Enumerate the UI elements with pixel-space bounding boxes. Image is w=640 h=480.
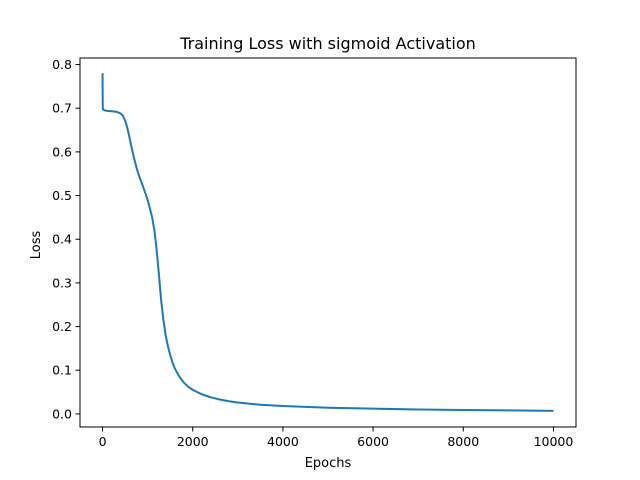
y-tick-label-8: 0.8 xyxy=(52,57,72,72)
x-tick-label-2: 4000 xyxy=(267,434,299,449)
x-tick-label-3: 6000 xyxy=(357,434,389,449)
x-tick-label-5: 10000 xyxy=(534,434,574,449)
y-tick-label-1: 0.1 xyxy=(52,363,72,378)
y-tick-label-3: 0.3 xyxy=(52,275,72,290)
axes-frame xyxy=(79,57,577,428)
x-axis-label: Epochs xyxy=(305,456,352,471)
x-tick-label-1: 2000 xyxy=(177,434,209,449)
y-tick-label-6: 0.6 xyxy=(52,144,72,159)
y-axis-label: Loss xyxy=(29,231,44,260)
y-tick-label-7: 0.7 xyxy=(52,101,72,116)
series-line-0 xyxy=(101,73,554,412)
x-tick-label-0: 0 xyxy=(99,434,107,449)
y-tick-label-5: 0.5 xyxy=(52,188,72,203)
y-tick-label-4: 0.4 xyxy=(52,232,72,247)
x-tick-label-4: 8000 xyxy=(447,434,479,449)
y-tick-label-0: 0.0 xyxy=(52,406,72,421)
y-tick-label-2: 0.2 xyxy=(52,319,72,334)
chart-title: Training Loss with sigmoid Activation xyxy=(179,34,476,53)
plot-area: 0 2000 4000 6000 8000 10000 0.0 0.1 0.2 0.3 0.4 0.5… xyxy=(52,57,577,449)
